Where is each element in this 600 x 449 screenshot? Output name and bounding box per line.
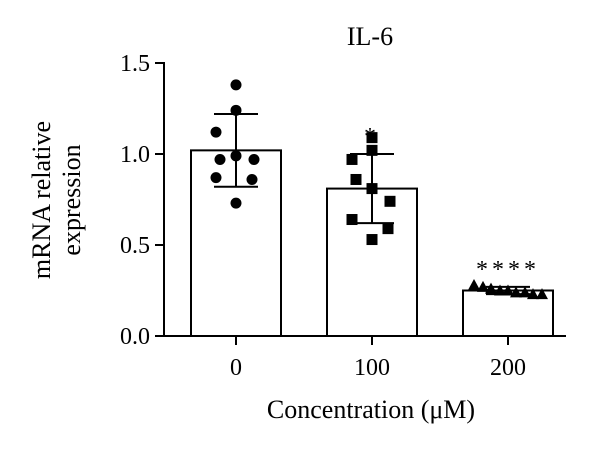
data-point [477, 280, 489, 292]
data-point [210, 126, 222, 138]
y-axis-title: mRNA relative expression [27, 121, 86, 279]
chart-title: IL-6 [347, 22, 393, 51]
data-point [230, 197, 242, 209]
data-point [210, 172, 222, 184]
y-tick-label: 1.5 [120, 51, 150, 77]
data-point [382, 223, 394, 235]
x-tick-label: 200 [490, 355, 526, 381]
data-point [536, 288, 548, 300]
data-point [502, 284, 514, 296]
data-point [468, 279, 480, 291]
data-point [214, 153, 226, 165]
plot-area: 0.00.51.01.50 100 200***** [120, 51, 566, 381]
y-axis-title-line-1: mRNA relative [27, 121, 56, 279]
x-tick-label: 100 [354, 355, 390, 381]
data-point [246, 173, 258, 185]
y-tick-label: 1.0 [120, 142, 150, 168]
data-point [230, 104, 242, 116]
data-point [366, 234, 378, 246]
x-axis-title: Concentration (μM) [267, 395, 475, 424]
data-point [346, 214, 358, 226]
data-point [346, 153, 358, 165]
data-point [366, 132, 378, 144]
significance-label: **** [476, 257, 540, 283]
significance-label: * [364, 124, 380, 150]
data-point [494, 284, 506, 296]
data-point [366, 183, 378, 195]
data-point [384, 195, 396, 207]
x-tick-label: 0 [230, 355, 242, 381]
data-point [230, 79, 242, 91]
data-point [519, 286, 531, 298]
y-tick-label: 0.0 [120, 324, 150, 350]
data-point [366, 144, 378, 156]
data-point [248, 153, 260, 165]
y-axis-title-line-2: expression [57, 144, 86, 255]
data-point [527, 288, 539, 300]
y-tick-label: 0.5 [120, 233, 150, 259]
data-point [350, 173, 362, 185]
data-point [510, 286, 522, 298]
data-point [485, 282, 497, 294]
data-point [230, 150, 242, 162]
